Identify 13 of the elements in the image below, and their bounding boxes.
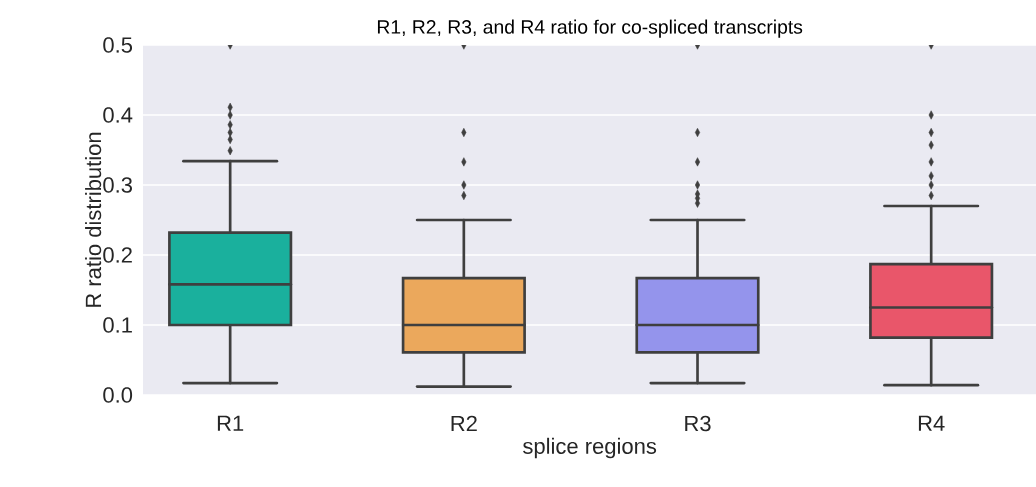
- x-tick-label: R1: [217, 415, 244, 431]
- chart-title: R1, R2, R3, and R4 ratio for co-spliced transcripts: [377, 19, 803, 38]
- y-tick-label: 0.0: [103, 387, 133, 403]
- y-axis-title: R ratio distribution: [85, 132, 102, 307]
- y-tick-label: 0.4: [103, 107, 133, 123]
- y-tick-label: 0.3: [103, 177, 132, 193]
- x-tick-label: R2: [451, 415, 477, 432]
- x-tick-label: R3: [685, 415, 711, 432]
- y-tick-label: 0.1: [103, 317, 132, 333]
- x-tick-label: R4: [918, 415, 945, 431]
- x-axis-title: splice regions: [523, 437, 657, 459]
- y-tick-label: 0.5: [103, 37, 133, 53]
- y-tick-label: 0.2: [103, 247, 132, 263]
